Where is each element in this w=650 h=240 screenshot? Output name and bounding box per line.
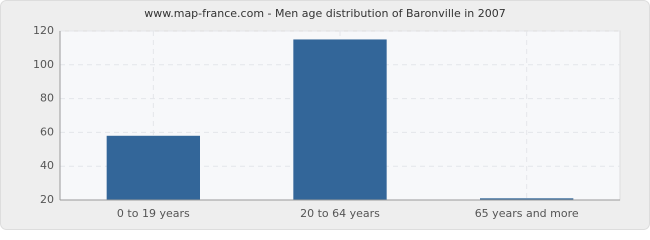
chart: www.map-france.com - Men age distributio… [0,0,650,230]
bar [293,39,387,201]
y-tick-label: 120 [33,24,54,37]
y-tick-label: 60 [40,125,54,138]
x-tick-label: 20 to 64 years [300,207,380,220]
x-tick-label: 0 to 19 years [117,207,190,220]
y-tick-label: 100 [33,58,54,71]
y-tick-label: 40 [40,159,54,172]
bar [480,198,574,200]
y-tick-label: 80 [40,92,54,105]
x-tick-label: 65 years and more [475,207,579,220]
y-tick-label: 20 [40,193,54,206]
bar [106,135,200,200]
chart-title: www.map-france.com - Men age distributio… [144,7,506,20]
